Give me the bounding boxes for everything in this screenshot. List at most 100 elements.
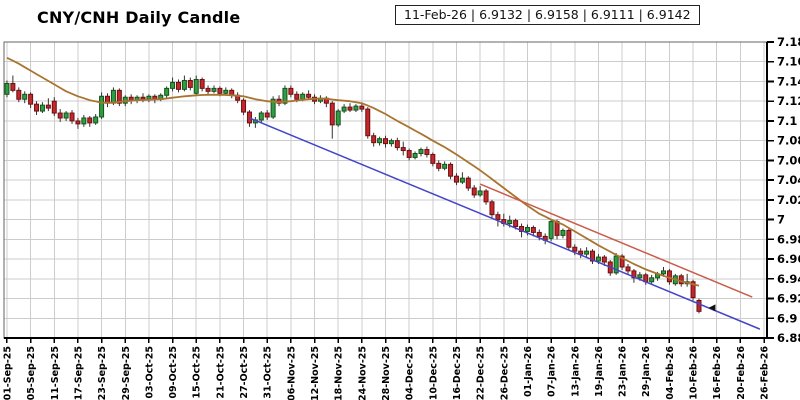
candle bbox=[306, 90, 312, 100]
candle-body-up bbox=[170, 81, 176, 89]
x-axis-label: 26-Dec-25 bbox=[499, 346, 510, 400]
candle-body-down bbox=[666, 270, 672, 283]
candle bbox=[453, 173, 459, 186]
y-axis-label: 7.18 bbox=[777, 35, 800, 49]
candle bbox=[560, 228, 566, 239]
candle bbox=[22, 91, 28, 104]
candle bbox=[430, 152, 436, 167]
candle bbox=[99, 92, 105, 119]
candle bbox=[87, 116, 93, 127]
candle-body-down bbox=[590, 250, 596, 262]
candle-body-down bbox=[246, 111, 252, 124]
candle bbox=[223, 87, 229, 96]
candle bbox=[181, 75, 187, 92]
y-axis-label: 7.04 bbox=[777, 173, 800, 187]
x-axis-label: 21-Oct-25 bbox=[215, 346, 226, 399]
candle bbox=[81, 115, 87, 127]
x-axis-label: 07-Jan-26 bbox=[547, 346, 558, 397]
y-axis: 7.18 7.16 7.14 7.12 7.1 7.08 7.06 7.04 7.02 7 6.98… bbox=[766, 35, 800, 345]
candle bbox=[270, 96, 276, 119]
candle-body-up bbox=[81, 117, 87, 125]
candle bbox=[34, 101, 40, 116]
candle bbox=[193, 75, 199, 96]
candle bbox=[377, 136, 383, 146]
candle-body-up bbox=[193, 78, 199, 94]
y-axis-label: 7 bbox=[777, 213, 785, 227]
candle bbox=[442, 161, 448, 171]
candle bbox=[477, 186, 483, 197]
x-axis-label: 29-Sep-25 bbox=[121, 346, 132, 400]
candle bbox=[57, 109, 63, 122]
resistance-line bbox=[479, 183, 753, 298]
candle bbox=[93, 114, 99, 125]
x-axis-label: 03-Oct-25 bbox=[144, 346, 155, 399]
candle-body-up bbox=[4, 82, 10, 95]
grid-layer bbox=[4, 41, 767, 339]
candle-body-up bbox=[637, 274, 643, 279]
candle bbox=[489, 199, 495, 218]
x-axis-label: 16-Dec-25 bbox=[452, 346, 463, 400]
candle-body-down bbox=[536, 231, 542, 237]
x-axis-label: 05-Sep-25 bbox=[26, 346, 37, 400]
candle-body-down bbox=[264, 112, 270, 118]
candle bbox=[495, 211, 501, 227]
candle-body-up bbox=[164, 87, 170, 96]
candle bbox=[400, 141, 406, 156]
candle bbox=[75, 117, 81, 129]
x-axis-label: 26-Feb-26 bbox=[760, 346, 771, 400]
candle-body-up bbox=[93, 116, 99, 124]
candle-body-down bbox=[513, 220, 519, 228]
candle bbox=[696, 298, 702, 314]
candle-body-down bbox=[578, 250, 584, 255]
candle bbox=[625, 264, 631, 275]
candle-body-down bbox=[530, 226, 536, 233]
candle bbox=[258, 111, 264, 123]
candle bbox=[465, 176, 471, 191]
candle bbox=[371, 132, 377, 147]
candle bbox=[436, 160, 442, 172]
candle-body-down bbox=[329, 102, 335, 126]
candle bbox=[388, 138, 394, 147]
candle-body-down bbox=[406, 150, 412, 158]
moving-average-line bbox=[6, 56, 700, 287]
candle bbox=[241, 98, 247, 116]
candle-body-down bbox=[383, 138, 388, 145]
candle-body-up bbox=[388, 140, 394, 145]
candle bbox=[16, 87, 22, 103]
candle-body-down bbox=[566, 229, 572, 248]
ohlc-info-box: 11-Feb-26 | 6.9132 | 6.9158 | 6.9111 | 6… bbox=[395, 5, 700, 25]
x-axis-label: 11-Sep-25 bbox=[50, 346, 61, 400]
candle-body-up bbox=[377, 138, 383, 144]
candle bbox=[483, 189, 489, 205]
candle-body-down bbox=[57, 112, 63, 119]
x-axis-label: 29-Jan-26 bbox=[641, 346, 652, 397]
candle bbox=[187, 77, 193, 91]
candle bbox=[170, 77, 176, 92]
x-axis-label: 12-Nov-25 bbox=[310, 346, 321, 400]
candle-body-up bbox=[99, 95, 105, 118]
candle bbox=[347, 103, 353, 113]
candle bbox=[684, 273, 690, 287]
candle bbox=[329, 101, 335, 139]
candle bbox=[128, 94, 134, 105]
candle bbox=[359, 103, 365, 113]
candle bbox=[578, 248, 584, 259]
candle-body-down bbox=[347, 106, 353, 111]
candle-body-up bbox=[412, 152, 418, 158]
candle bbox=[412, 151, 418, 160]
x-axis-label: 18-Nov-25 bbox=[334, 346, 345, 400]
y-axis-label: 7.1 bbox=[777, 114, 797, 128]
candle-body-down bbox=[696, 300, 702, 312]
ohlc-info-text: 11-Feb-26 | 6.9132 | 6.9158 | 6.9111 | 6… bbox=[404, 7, 691, 22]
y-axis-label: 7.12 bbox=[777, 94, 800, 108]
candle bbox=[10, 75, 16, 93]
x-axis-label: 20-Feb-26 bbox=[736, 346, 747, 400]
candle bbox=[105, 93, 111, 108]
candle-body-down bbox=[87, 117, 93, 124]
candle-body-down bbox=[175, 81, 181, 90]
candle-body-up bbox=[335, 110, 341, 126]
x-axis-label: 24-Nov-25 bbox=[357, 346, 368, 400]
candle-body-down bbox=[371, 135, 377, 144]
candle-body-down bbox=[436, 162, 442, 169]
